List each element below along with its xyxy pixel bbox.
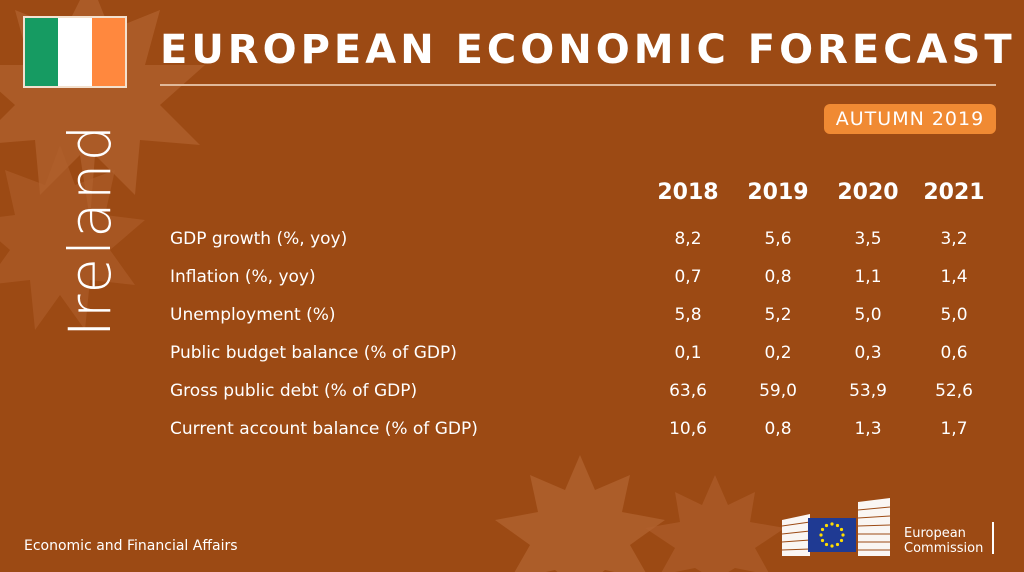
row-value-2020: 53,9 — [849, 381, 887, 401]
european-commission-logo: European Commission — [782, 498, 997, 560]
leaf-decoration-left — [0, 145, 145, 330]
row-value-2020: 5,0 — [854, 305, 882, 325]
leaf-decoration-bottom — [495, 455, 665, 572]
row-value-2021: 52,6 — [935, 381, 973, 401]
season-badge: AUTUMN 2019 — [824, 104, 996, 134]
row-value-2021: 1,7 — [940, 419, 968, 439]
table-row-inflation: Inflation (%, yoy) 0,7 0,8 1,1 1,4 — [0, 262, 1024, 292]
row-value-2018: 0,7 — [674, 267, 702, 287]
berlaymont-building-icon — [782, 498, 891, 556]
row-value-2021: 0,6 — [940, 343, 968, 363]
row-label: Inflation (%, yoy) — [170, 267, 316, 287]
year-header-2018: 2018 — [657, 180, 719, 205]
table-row-gdp-growth: GDP growth (%, yoy) 8,2 5,6 3,5 3,2 — [0, 224, 1024, 254]
year-header-2021: 2021 — [923, 180, 985, 205]
ireland-flag-icon — [23, 16, 127, 88]
row-label: GDP growth (%, yoy) — [170, 229, 348, 249]
row-value-2018: 10,6 — [669, 419, 707, 439]
eu-stars-icon — [819, 522, 845, 548]
row-label: Current account balance (% of GDP) — [170, 419, 478, 439]
flag-stripe-white — [58, 18, 92, 86]
department-name: Economic and Financial Affairs — [24, 538, 238, 554]
row-value-2021: 5,0 — [940, 305, 968, 325]
row-value-2019: 5,2 — [764, 305, 792, 325]
row-value-2018: 8,2 — [674, 229, 702, 249]
table-row-public-debt: Gross public debt (% of GDP) 63,6 59,0 5… — [0, 376, 1024, 406]
page-title: EUROPEAN ECONOMIC FORECAST — [160, 27, 1016, 73]
row-value-2018: 0,1 — [674, 343, 702, 363]
row-value-2020: 3,5 — [854, 229, 882, 249]
row-value-2020: 0,3 — [854, 343, 882, 363]
year-header-2020: 2020 — [837, 180, 899, 205]
year-header-2019: 2019 — [747, 180, 809, 205]
row-value-2021: 1,4 — [940, 267, 968, 287]
row-value-2020: 1,1 — [854, 267, 882, 287]
table-row-budget-balance: Public budget balance (% of GDP) 0,1 0,2… — [0, 338, 1024, 368]
row-label: Unemployment (%) — [170, 305, 336, 325]
eu-flag-icon — [808, 518, 856, 552]
flag-stripe-green — [25, 18, 59, 86]
title-divider — [160, 84, 996, 86]
row-value-2019: 59,0 — [759, 381, 797, 401]
row-value-2020: 1,3 — [854, 419, 882, 439]
row-value-2019: 0,2 — [764, 343, 792, 363]
row-value-2018: 5,8 — [674, 305, 702, 325]
leaf-decoration-bottom-right — [645, 475, 785, 572]
row-value-2018: 63,6 — [669, 381, 707, 401]
wordmark-line-2: Commission — [904, 541, 984, 556]
flag-stripe-orange — [91, 18, 125, 86]
row-value-2019: 5,6 — [764, 229, 792, 249]
row-value-2019: 0,8 — [764, 419, 792, 439]
table-row-unemployment: Unemployment (%) 5,8 5,2 5,0 5,0 — [0, 300, 1024, 330]
row-label: Public budget balance (% of GDP) — [170, 343, 457, 363]
commission-wordmark: European Commission — [904, 526, 983, 556]
row-value-2019: 0,8 — [764, 267, 792, 287]
row-value-2021: 3,2 — [940, 229, 968, 249]
wordmark-line-1: European — [904, 526, 966, 541]
row-label: Gross public debt (% of GDP) — [170, 381, 418, 401]
table-row-current-account: Current account balance (% of GDP) 10,6 … — [0, 414, 1024, 444]
logo-divider — [992, 522, 994, 554]
